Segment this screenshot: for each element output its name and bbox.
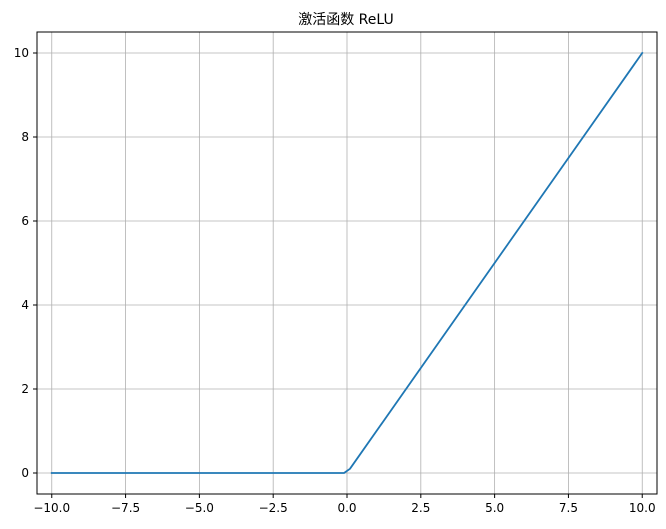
x-tick-label: −2.5 <box>259 501 288 515</box>
y-tick-label: 6 <box>21 214 29 228</box>
x-tick-label: 7.5 <box>559 501 578 515</box>
x-tick-label: 10.0 <box>629 501 656 515</box>
y-tick-label: 2 <box>21 382 29 396</box>
x-tick-label: 0.0 <box>337 501 356 515</box>
series-layer <box>50 51 644 474</box>
y-tick-label: 4 <box>21 298 29 312</box>
series-line <box>50 51 644 474</box>
x-tick-label: 2.5 <box>411 501 430 515</box>
x-axis-ticks: −10.0 −7.5 −5.0 −2.5 0.0 2.5 5.0 7.5 10.0 <box>33 494 656 515</box>
y-tick-label: 8 <box>21 130 29 144</box>
y-tick-label: 10 <box>14 46 29 60</box>
x-tick-label: −7.5 <box>111 501 140 515</box>
chart-title: 激活函数 ReLU <box>298 11 394 28</box>
x-tick-label: 5.0 <box>485 501 504 515</box>
x-tick-label: −5.0 <box>185 501 214 515</box>
y-tick-label: 0 <box>21 466 29 480</box>
y-axis-ticks: 0 2 4 6 8 10 <box>14 46 37 480</box>
grid-layer <box>37 32 657 494</box>
x-tick-label: −10.0 <box>33 501 70 515</box>
